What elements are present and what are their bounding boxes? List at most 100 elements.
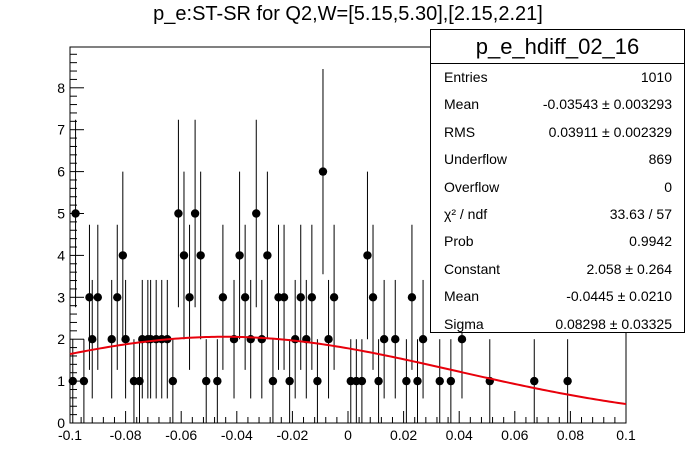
data-point [263,171,272,340]
fit-curve [69,335,627,406]
stats-row: RMS 0.03911 ± 0.002329 [431,119,686,146]
y-tick-label: 8 [57,80,65,96]
data-point [121,279,130,399]
data-point [229,279,239,399]
data-point [530,339,539,423]
data-point [168,339,178,423]
data-point [252,119,261,308]
stats-row-label: Mean [444,96,480,113]
x-tick-label: 0.06 [501,427,528,443]
x-tick-label: -0.06 [165,427,197,443]
data-point [391,279,400,399]
y-tick-label: 3 [57,289,65,305]
y-tick-label: 6 [57,164,65,180]
axes: -0.1 -0.08 -0.06 -0.04 -0.02 0 0.02 0.04 0.06 0.0… [57,53,636,443]
stats-row: Prob 0.9942 [431,228,686,255]
data-point [240,224,250,370]
data-point [190,119,200,308]
marker [407,293,417,302]
data-point [279,224,289,370]
marker [202,376,211,386]
stats-row-value: -0.03543 ± 0.003293 [542,96,672,113]
marker [391,335,400,344]
marker [307,293,317,302]
stats-row-value: 869 [648,151,672,168]
stats-row: Constant 2.058 ± 0.264 [431,256,686,283]
stats-row-label: χ² / ndf [444,206,488,222]
marker [213,376,222,386]
data-point [402,339,411,423]
marker [363,251,372,260]
stats-row: Overflow 0 [431,174,686,201]
marker [174,209,183,218]
marker [263,251,272,260]
marker [374,376,383,386]
marker [379,335,389,344]
data-point [118,171,128,340]
data-point [296,224,305,370]
stats-row-label: Sigma [444,315,484,332]
stats-row-label: Overflow [444,178,500,195]
data-point [485,339,494,423]
marker [252,209,261,218]
y-tick-label: 0 [57,415,65,431]
data-point [107,279,116,399]
data-point [268,339,278,423]
marker [285,376,294,386]
x-tick-label: -0.1 [58,427,82,443]
stats-row-value: -0.0445 ± 0.0210 [566,288,672,305]
marker [190,209,200,218]
data-point [213,339,222,423]
stats-box-title: p_e_hdiff_02_16 [431,30,684,64]
marker [324,335,333,344]
marker [530,376,539,386]
x-tick-label: -0.02 [276,427,308,443]
data-point [357,339,367,423]
stats-row: χ² / ndf 33.63 / 57 [431,201,686,228]
x-tick-label: 0.02 [390,427,417,443]
marker [318,167,328,176]
data-point [135,339,144,423]
marker [185,293,194,302]
marker [168,376,178,386]
marker [563,376,572,386]
data-point [563,339,572,423]
marker [357,376,367,386]
marker [257,335,267,344]
marker [268,376,278,386]
marker [296,293,305,302]
y-tick-label: 7 [57,122,65,138]
marker [93,293,103,302]
stats-row-value: 2.058 ± 0.264 [586,260,672,277]
marker [413,376,422,386]
x-tick-label: -0.04 [221,427,253,443]
x-tick-label: 0.04 [446,427,473,443]
marker [218,293,228,302]
data-point [374,339,383,423]
marker [457,335,467,344]
marker [121,335,130,344]
stats-row-label: RMS [444,123,476,140]
marker [418,335,428,344]
data-point [202,339,211,423]
marker [135,376,144,386]
data-point [196,171,205,340]
marker [290,335,300,344]
y-tick-label: 4 [57,247,65,263]
plot-title: p_e:ST-SR for Q2,W=[5.15,5.30],[2.15,2.2… [153,3,543,25]
stats-row-label: Entries [444,69,488,85]
y-tick-label: 5 [57,206,65,222]
y-tick-label: 1 [57,373,65,389]
data-point [363,171,372,340]
marker [118,251,128,260]
marker [235,251,244,260]
stats-row-label: Constant [444,260,501,277]
marker [368,293,378,302]
data-point [179,171,189,340]
data-point [307,224,317,370]
marker [279,293,289,302]
stats-row-value: 33.63 / 57 [609,206,672,222]
stats-row-label: Mean [444,288,480,305]
marker [313,376,322,386]
